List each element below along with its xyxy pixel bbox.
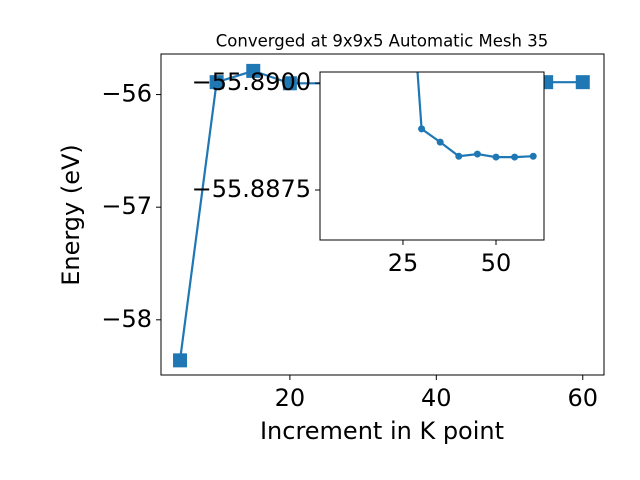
- y-tick-label: −58: [101, 305, 152, 333]
- marker: [209, 75, 224, 90]
- x-tick-label: 50: [481, 249, 512, 277]
- y-tick-label: −55.8900: [192, 68, 311, 96]
- marker: [455, 152, 463, 160]
- marker: [282, 76, 297, 91]
- x-axis-label: Increment in K point: [260, 417, 504, 445]
- marker: [173, 353, 188, 368]
- marker: [575, 75, 590, 90]
- y-tick-label: −56: [101, 80, 152, 108]
- x-tick-label: 20: [275, 384, 306, 412]
- marker: [511, 153, 519, 161]
- x-tick-label: 40: [421, 384, 452, 412]
- x-tick-label: 60: [567, 384, 598, 412]
- x-tick-label: 25: [388, 249, 419, 277]
- marker: [436, 138, 444, 146]
- marker: [246, 63, 261, 78]
- marker: [473, 150, 481, 158]
- y-tick-label: −57: [101, 192, 152, 220]
- axes-frame: [319, 71, 545, 241]
- marker: [492, 153, 500, 161]
- chart-title: Converged at 9x9x5 Automatic Mesh 35: [216, 32, 548, 51]
- marker: [529, 152, 537, 160]
- marker: [418, 125, 426, 133]
- axes-frame: [160, 53, 605, 376]
- y-tick-label: −55.8875: [192, 175, 311, 203]
- y-axis-label: Energy (eV): [57, 144, 85, 286]
- plot-area: [416, 72, 537, 161]
